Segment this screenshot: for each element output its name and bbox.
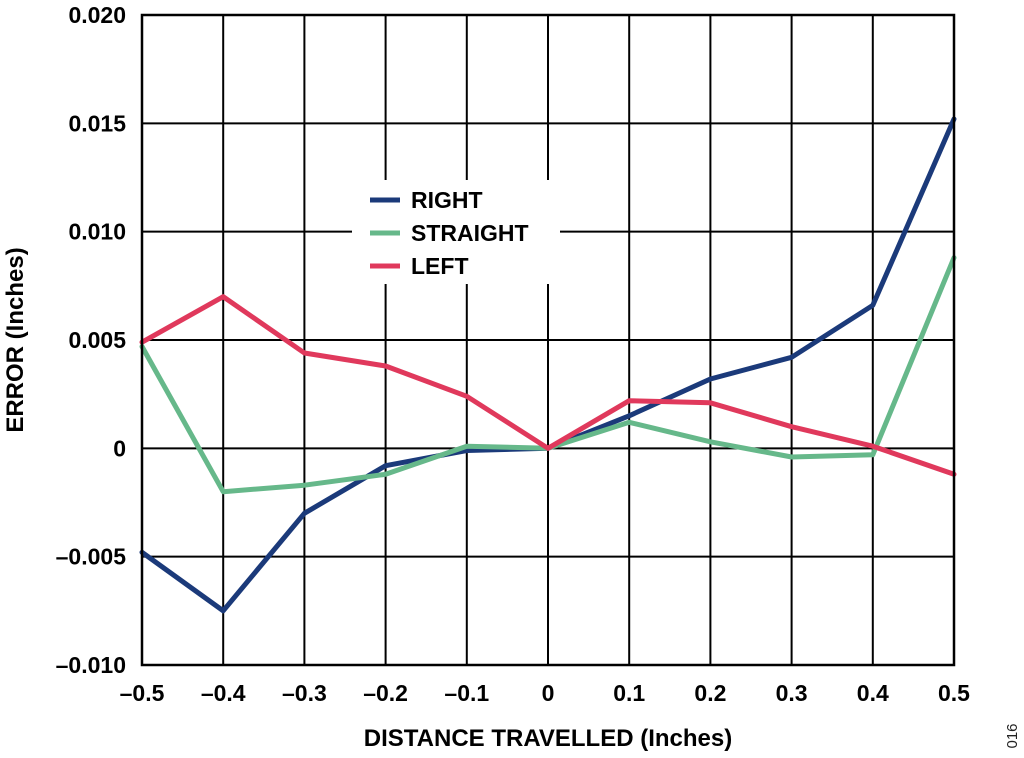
x-tick-labels: –0.5 –0.4 –0.3 –0.2 –0.1 0 0.1 0.2 0.3 0.4 0.5 — [120, 680, 971, 706]
x-tick-label: 0.5 — [938, 680, 970, 706]
x-tick-label: –0.5 — [120, 680, 165, 706]
legend-label-left: LEFT — [411, 253, 469, 279]
x-tick-label: –0.2 — [363, 680, 408, 706]
y-tick-label: –0.005 — [56, 544, 127, 570]
legend: RIGHT STRAIGHT LEFT — [352, 180, 560, 284]
legend-label-right: RIGHT — [411, 187, 483, 213]
y-tick-label: 0.005 — [68, 327, 126, 353]
grid-lines — [141, 14, 955, 666]
x-tick-label: 0.2 — [694, 680, 726, 706]
plot-border — [140, 13, 956, 667]
y-tick-label: –0.010 — [56, 652, 126, 678]
x-tick-label: 0.1 — [613, 680, 645, 706]
legend-label-straight: STRAIGHT — [411, 220, 529, 246]
x-tick-label: 0 — [542, 680, 555, 706]
y-tick-label: 0.015 — [68, 110, 126, 136]
series-line-left — [139, 294, 957, 477]
x-tick-label: –0.4 — [201, 680, 246, 706]
series-lines — [139, 116, 957, 614]
x-tick-label: 0.3 — [776, 680, 808, 706]
y-tick-label: 0.010 — [68, 219, 126, 245]
x-tick-label: –0.1 — [444, 680, 489, 706]
x-tick-label: 0.4 — [857, 680, 889, 706]
y-tick-labels: –0.010 –0.005 0 0.005 0.010 0.015 0.020 — [56, 2, 127, 678]
x-axis-label: DISTANCE TRAVELLED (Inches) — [364, 725, 732, 752]
y-tick-label: 0.020 — [68, 2, 126, 28]
x-tick-label: –0.3 — [282, 680, 327, 706]
figure-number: 016 — [1004, 723, 1021, 748]
plot-frame — [140, 13, 956, 667]
y-tick-label: 0 — [113, 435, 126, 461]
y-axis-label: ERROR (Inches) — [2, 247, 29, 432]
